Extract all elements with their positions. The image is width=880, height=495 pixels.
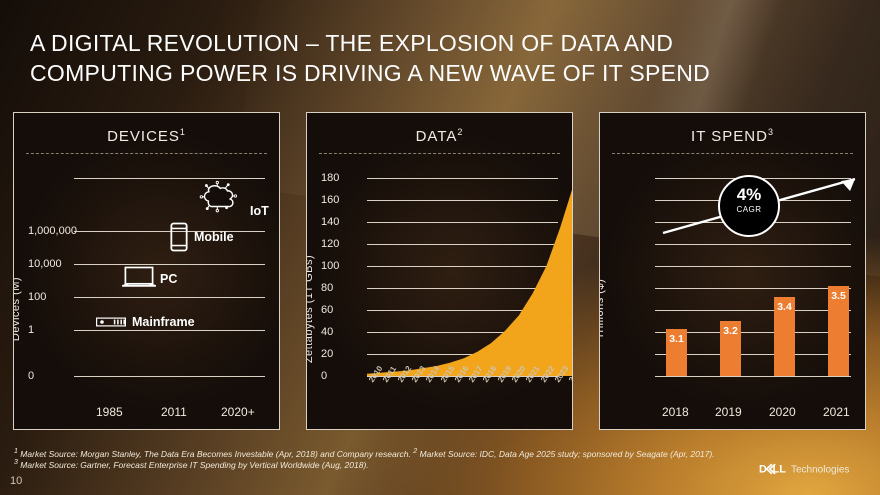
svg-text:Technologies: Technologies: [791, 465, 849, 476]
svg-text:LL: LL: [773, 464, 787, 476]
svg-text:D: D: [759, 464, 767, 476]
